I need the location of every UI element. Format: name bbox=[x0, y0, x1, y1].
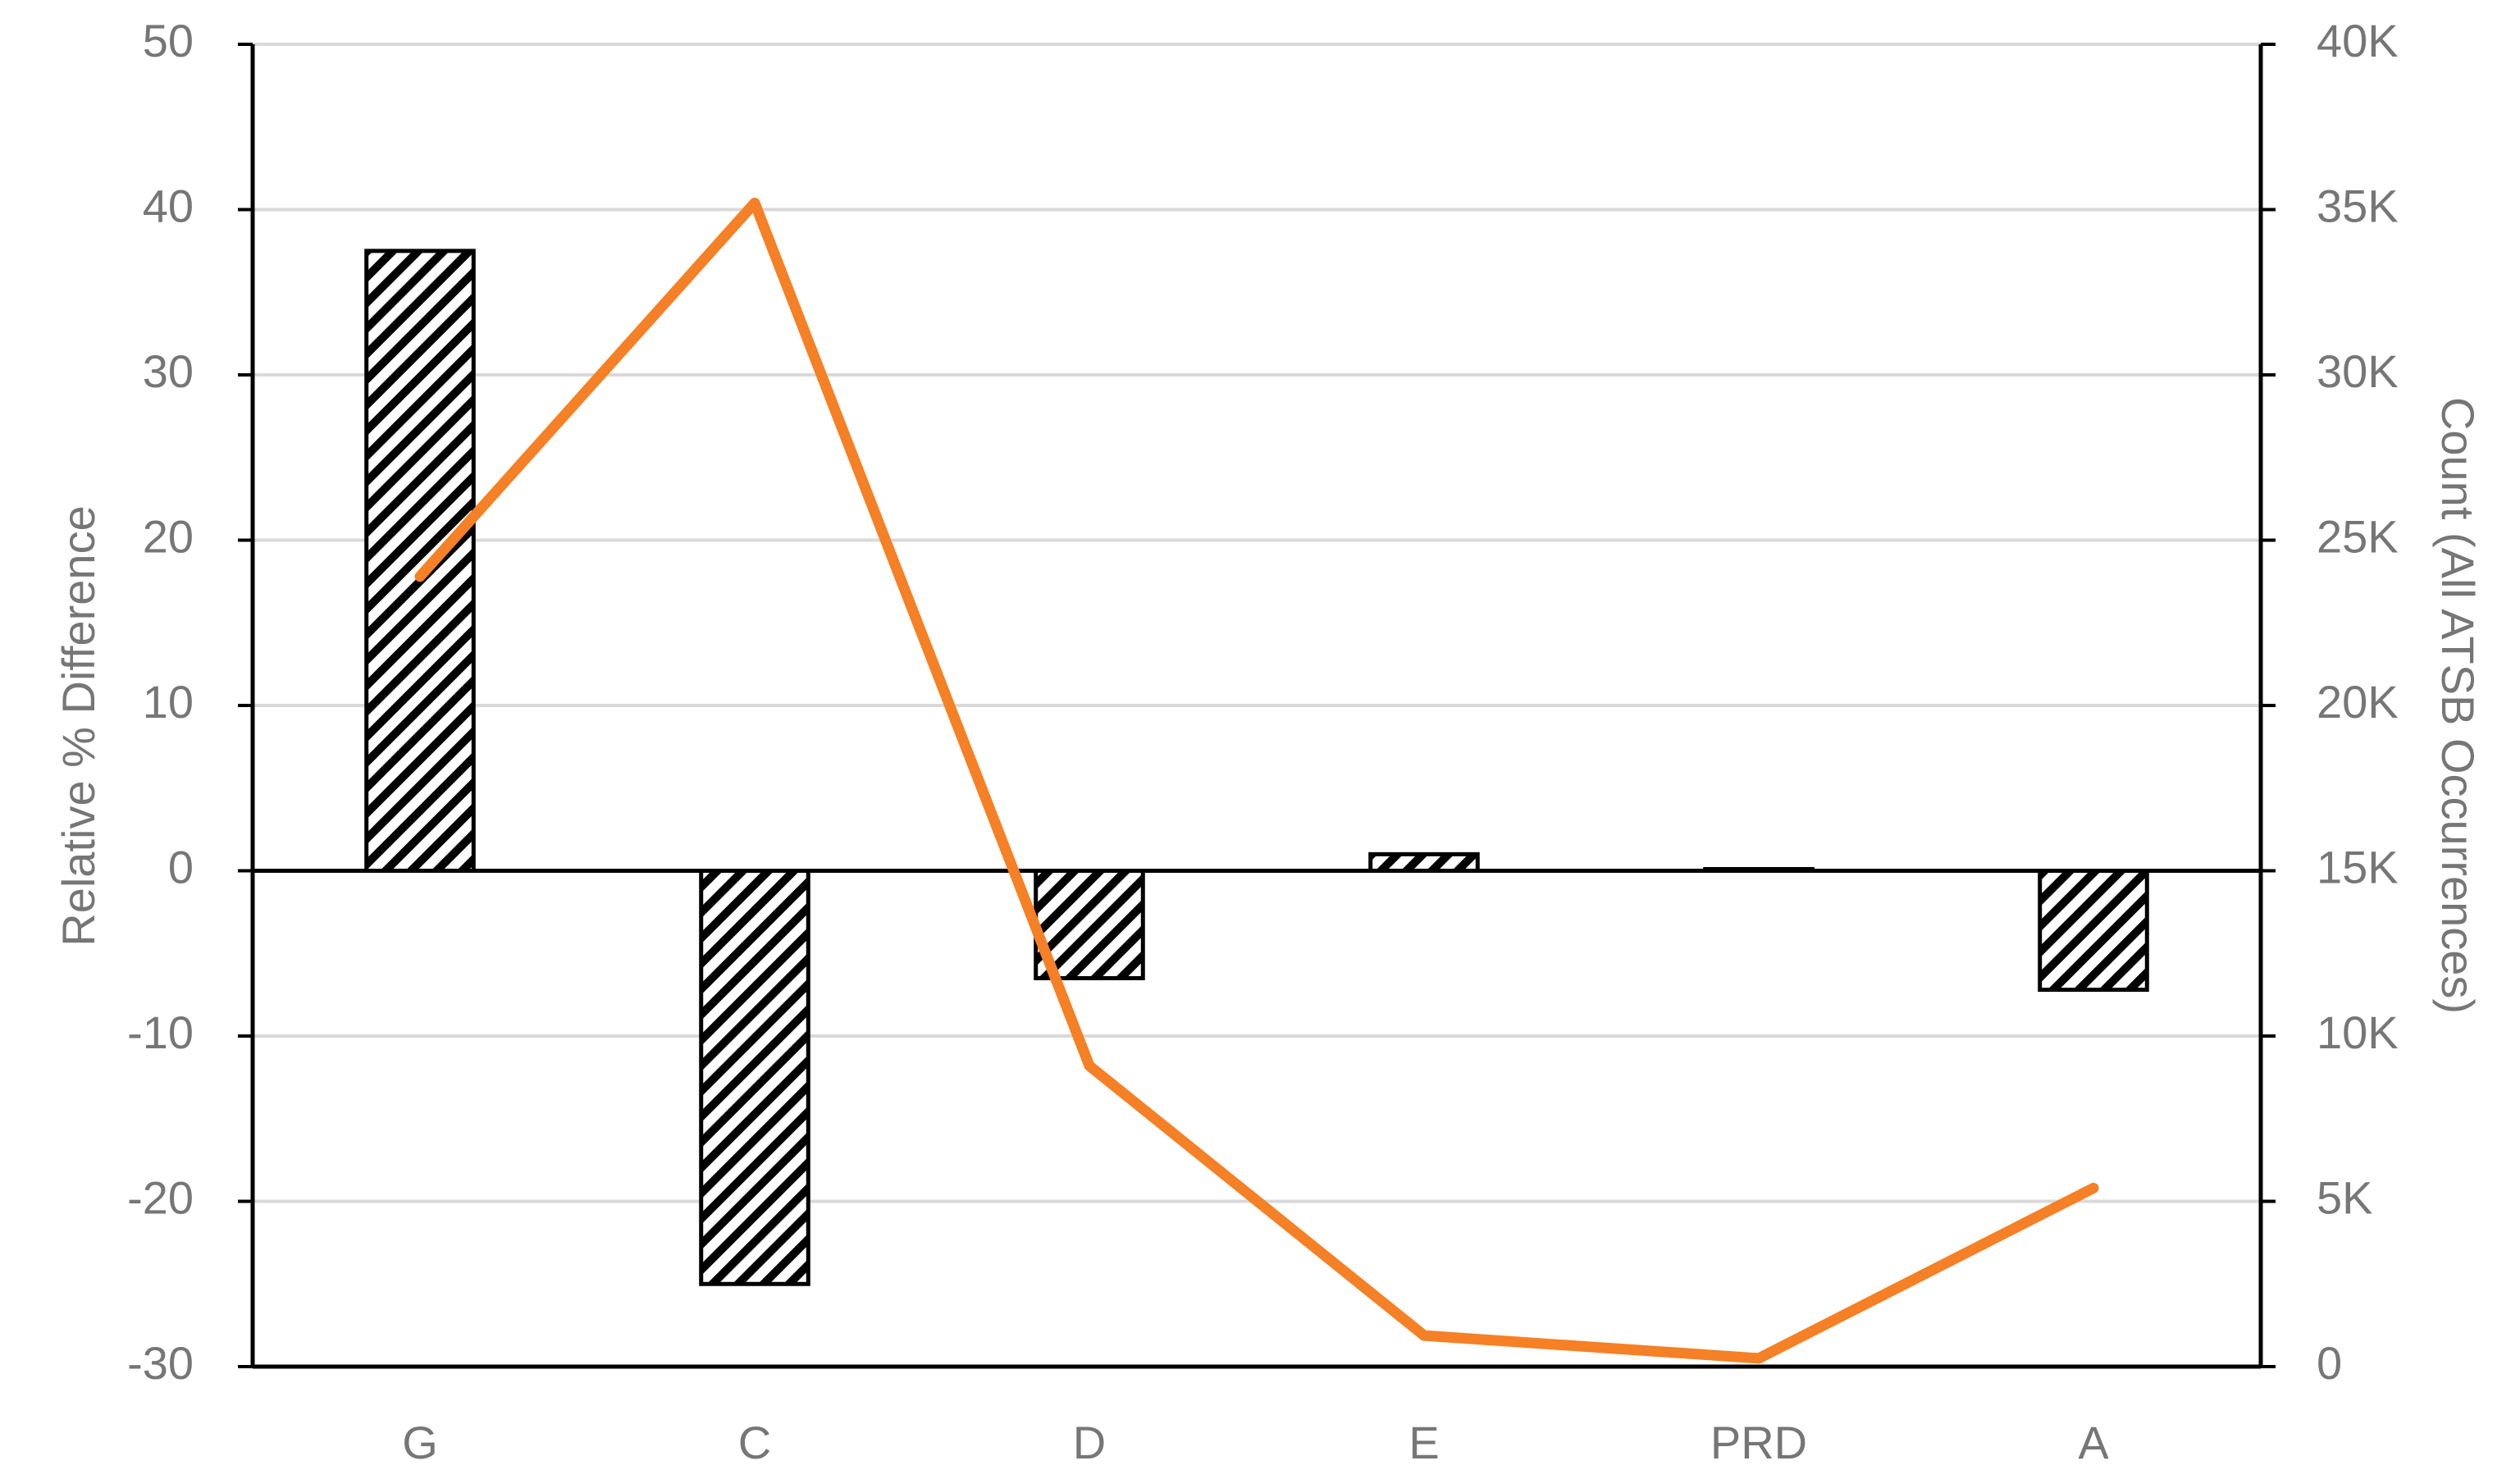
y-tick-label: 30 bbox=[143, 345, 194, 397]
y2-tick-label: 0 bbox=[2317, 1337, 2342, 1389]
y-tick-label: 0 bbox=[168, 841, 194, 892]
y2-tick-label: 30K bbox=[2317, 345, 2399, 397]
y2-tick-label: 25K bbox=[2317, 510, 2399, 562]
y2-axis-title: Count (All ATSB Occurrences) bbox=[2432, 397, 2484, 1014]
x-tick-label: G bbox=[402, 1417, 438, 1468]
bar bbox=[364, 249, 476, 873]
y-axis-title: Relative % Difference bbox=[52, 505, 104, 946]
y-tick-label: 40 bbox=[143, 180, 194, 231]
bar bbox=[1368, 851, 1480, 873]
x-tick-label: D bbox=[1073, 1417, 1106, 1468]
line-series bbox=[414, 197, 2099, 1364]
y-tick-label: -10 bbox=[127, 1007, 194, 1058]
y2-tick-label: 15K bbox=[2317, 841, 2399, 892]
bar bbox=[699, 869, 810, 1286]
y-tick-label: -30 bbox=[127, 1337, 194, 1389]
y-tick-label: 10 bbox=[143, 676, 194, 728]
bar bbox=[2038, 869, 2149, 993]
x-tick-label: E bbox=[1408, 1417, 1439, 1468]
y-tick-label: 50 bbox=[143, 15, 194, 66]
x-tick-label: A bbox=[2078, 1417, 2109, 1468]
y2-tick-label: 20K bbox=[2317, 676, 2399, 728]
y2-tick-label: 40K bbox=[2317, 15, 2399, 66]
y-tick-label: -20 bbox=[127, 1171, 194, 1223]
y2-tick-label: 35K bbox=[2317, 180, 2399, 231]
y2-tick-label: 10K bbox=[2317, 1007, 2399, 1058]
y-tick-label: 20 bbox=[143, 510, 194, 562]
x-tick-label: PRD bbox=[1710, 1417, 1807, 1468]
y2-tick-label: 5K bbox=[2317, 1171, 2373, 1223]
x-tick-label: C bbox=[738, 1417, 771, 1468]
